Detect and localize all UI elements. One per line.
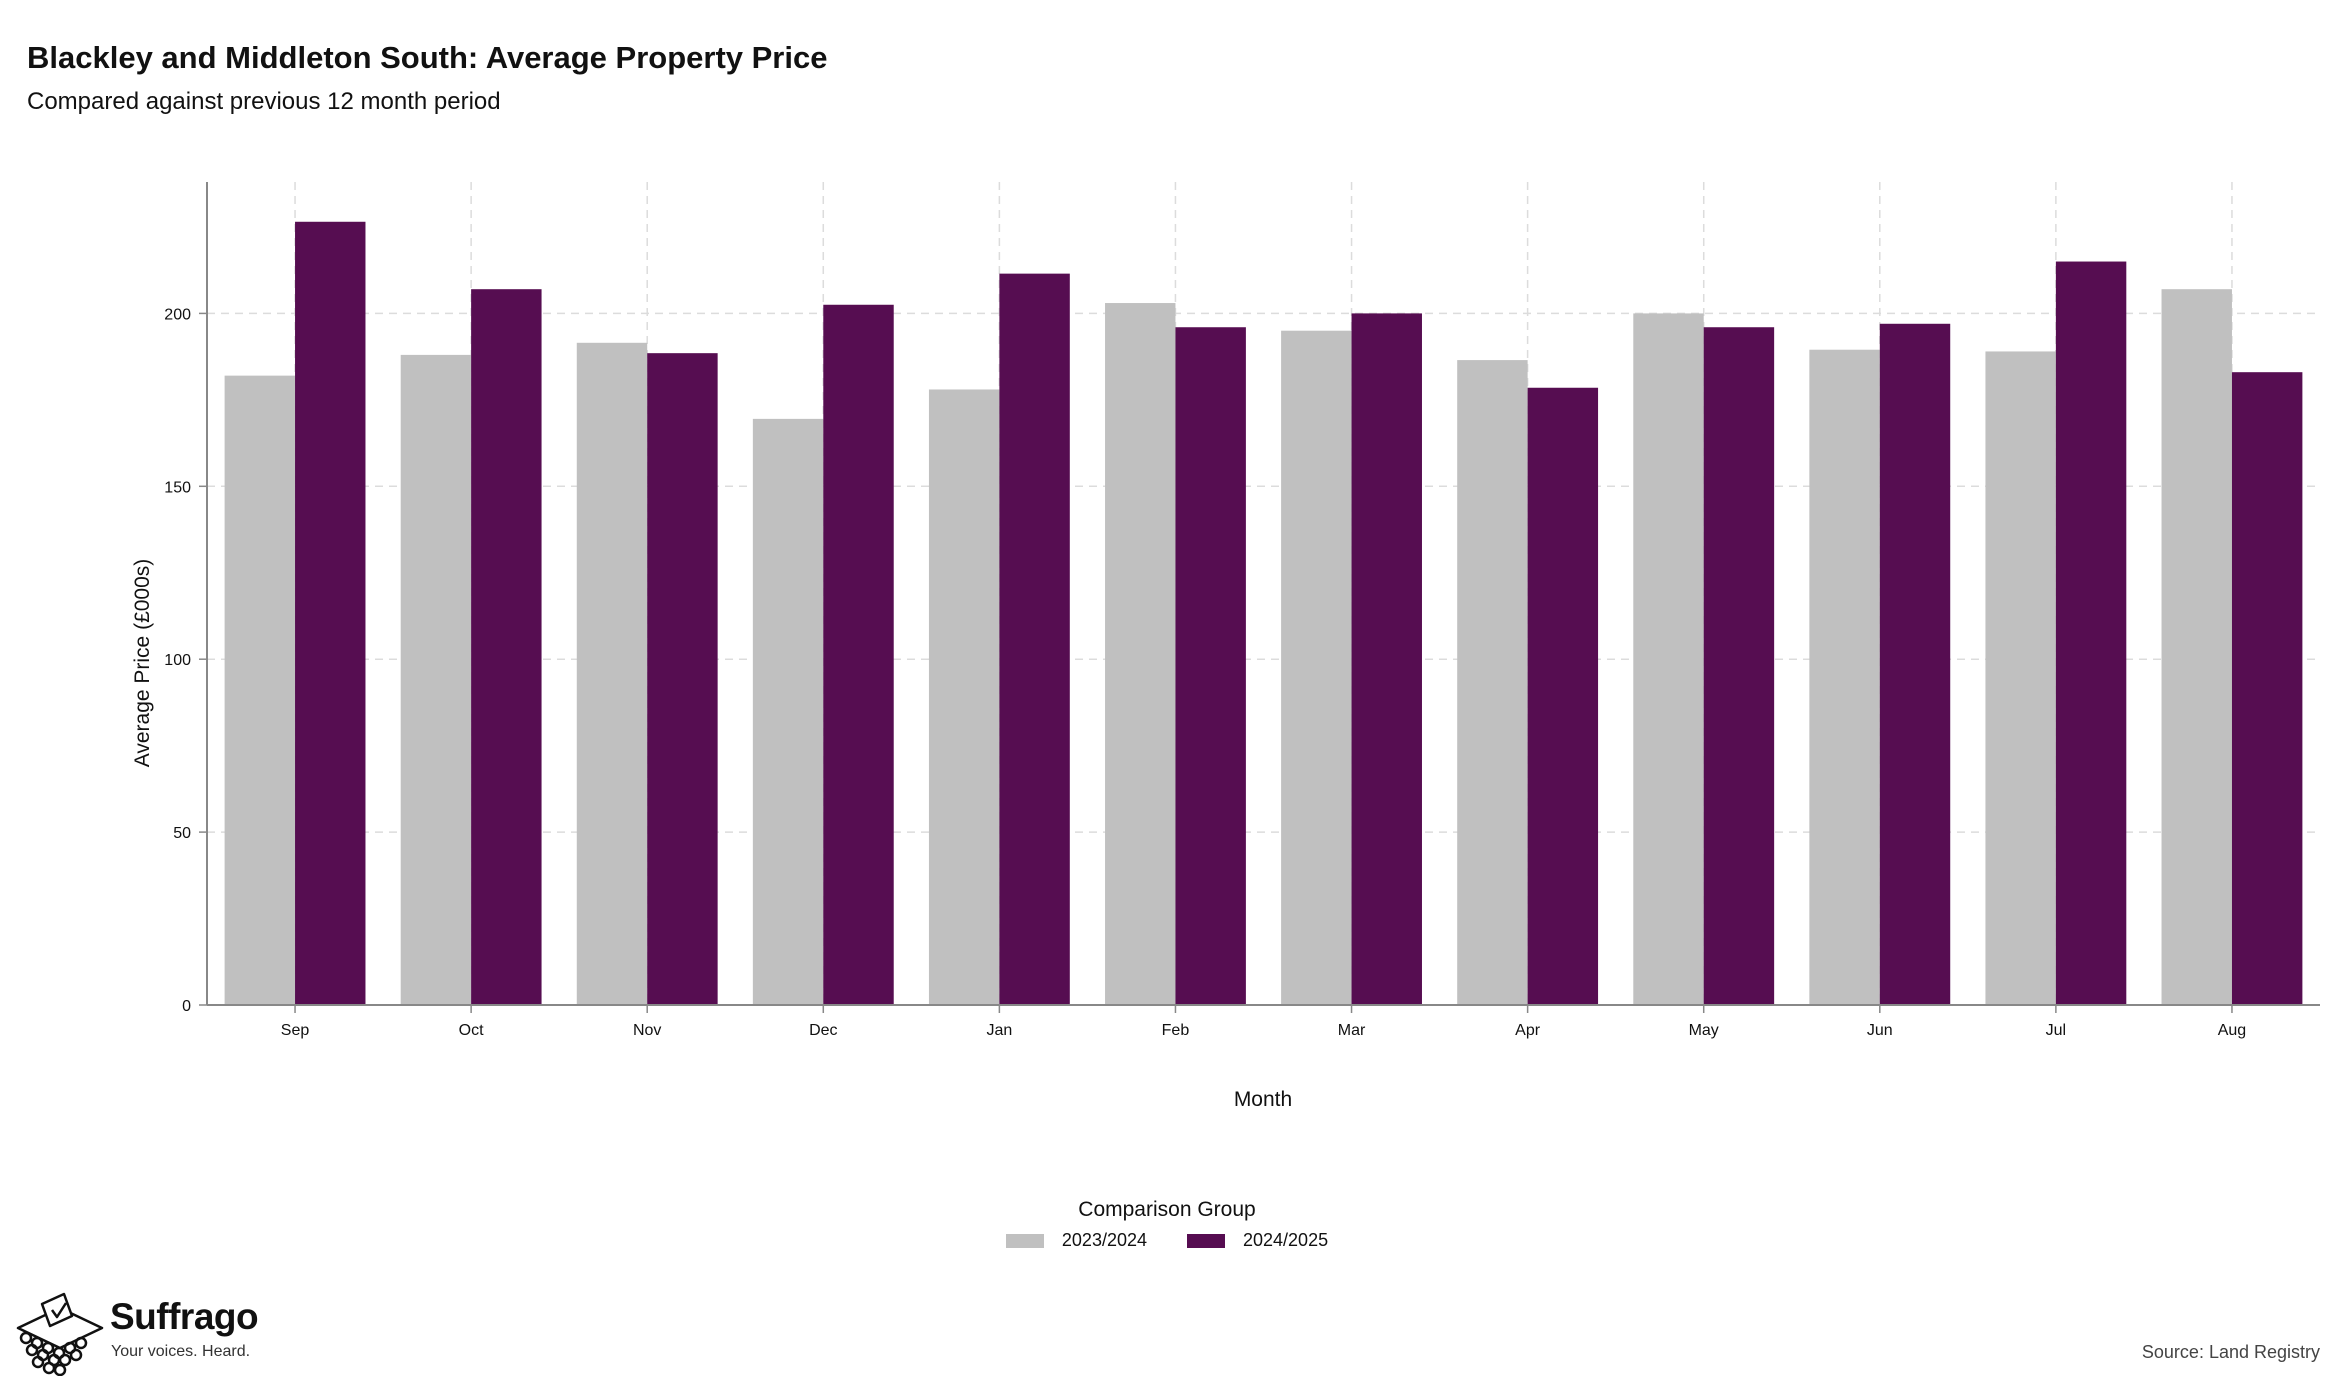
- legend-item-2023-2024: 2023/2024: [1005, 1230, 1147, 1251]
- bar-2024-2025-aug: [2231, 372, 2303, 1005]
- chart-subtitle: Compared against previous 12 month perio…: [27, 88, 501, 115]
- bar-2024-2025-dec: [823, 304, 894, 1005]
- bar-2023-2024-may: [1633, 313, 1704, 1006]
- legend-item-2024-2025: 2024/2025: [1187, 1230, 1328, 1251]
- bar-2023-2024-feb: [1105, 303, 1176, 1005]
- brand-tagline: Your voices. Heard.: [111, 1343, 251, 1360]
- bar-2023-2024-dec: [752, 418, 824, 1006]
- bar-2024-2025-jun: [1879, 323, 1951, 1005]
- y-tick-label: 200: [164, 306, 191, 323]
- y-tick-label: 0: [182, 998, 191, 1015]
- bar-chart: 0 50 100 150 200 Sep Oct Nov Dec Jan Feb Mar Apr May J…: [131, 182, 2320, 1111]
- x-tick-label-dec: Dec: [809, 1022, 837, 1039]
- bar-2023-2024-jul: [1985, 351, 2056, 1005]
- axes: [199, 182, 2320, 1013]
- y-tick-label: 150: [164, 479, 191, 496]
- brand-name: Suffrago: [110, 1296, 259, 1337]
- bar-2023-2024-mar: [1281, 330, 1352, 1006]
- x-tick-label-jun: Jun: [1867, 1022, 1893, 1039]
- bar-2024-2025-apr: [1527, 387, 1599, 1005]
- bar-2023-2024-apr: [1457, 360, 1528, 1005]
- bar-2023-2024-jan: [928, 389, 1000, 1005]
- x-tick-label-feb: Feb: [1162, 1022, 1190, 1039]
- x-tick-label-oct: Oct: [459, 1022, 484, 1039]
- bar-2023-2024-jun: [1809, 349, 1880, 1006]
- chart-title: Blackley and Middleton South: Average Pr…: [27, 40, 828, 75]
- bar-2024-2025-nov: [647, 353, 718, 1005]
- source-note: Source: Land Registry: [2141, 1342, 2320, 1362]
- bar-2023-2024-sep: [224, 375, 296, 1005]
- legend-swatch-2024-2025: [1187, 1233, 1225, 1248]
- bar-2024-2025-feb: [1175, 327, 1246, 1005]
- bar-2024-2025-jan: [999, 273, 1070, 1005]
- tick-labels: 0 50 100 150 200 Sep Oct Nov Dec Jan Feb Mar Apr May J…: [164, 306, 2246, 1039]
- bar-2024-2025-oct: [471, 289, 542, 1005]
- bar-2024-2025-mar: [1351, 313, 1422, 1006]
- x-axis-title: Month: [1234, 1088, 1292, 1111]
- x-tick-label-aug: Aug: [2218, 1022, 2246, 1039]
- legend-items: 2023/2024 2024/2025: [0, 1230, 2334, 1251]
- legend: Comparison Group 2023/2024 2024/2025: [0, 1198, 2334, 1251]
- legend-label-2024-2025: 2024/2025: [1243, 1230, 1329, 1250]
- ballot-box-logo-icon: [16, 1292, 104, 1376]
- bar-2024-2025-jul: [2055, 261, 2127, 1006]
- legend-title: Comparison Group: [1078, 1198, 1256, 1221]
- bar-2023-2024-nov: [576, 342, 648, 1005]
- x-tick-label-mar: Mar: [1338, 1022, 1366, 1039]
- bars: [224, 221, 2303, 1006]
- x-tick-label-apr: Apr: [1515, 1022, 1541, 1039]
- bar-2023-2024-aug: [2161, 289, 2232, 1005]
- y-tick-label: 100: [164, 652, 191, 669]
- y-tick-label: 50: [173, 825, 191, 842]
- x-tick-label-may: May: [1689, 1022, 1719, 1039]
- bar-2024-2025-sep: [295, 221, 366, 1006]
- x-tick-label-sep: Sep: [281, 1022, 310, 1039]
- bar-2023-2024-oct: [400, 354, 472, 1005]
- x-tick-label-jul: Jul: [2046, 1022, 2066, 1039]
- x-tick-label-jan: Jan: [986, 1022, 1012, 1039]
- bar-2024-2025-may: [1703, 327, 1775, 1005]
- y-axis-title: Average Price (£000s): [131, 559, 154, 768]
- legend-label-2023-2024: 2023/2024: [1061, 1230, 1147, 1250]
- x-tick-label-nov: Nov: [633, 1022, 661, 1039]
- legend-swatch-2023-2024: [1005, 1233, 1044, 1248]
